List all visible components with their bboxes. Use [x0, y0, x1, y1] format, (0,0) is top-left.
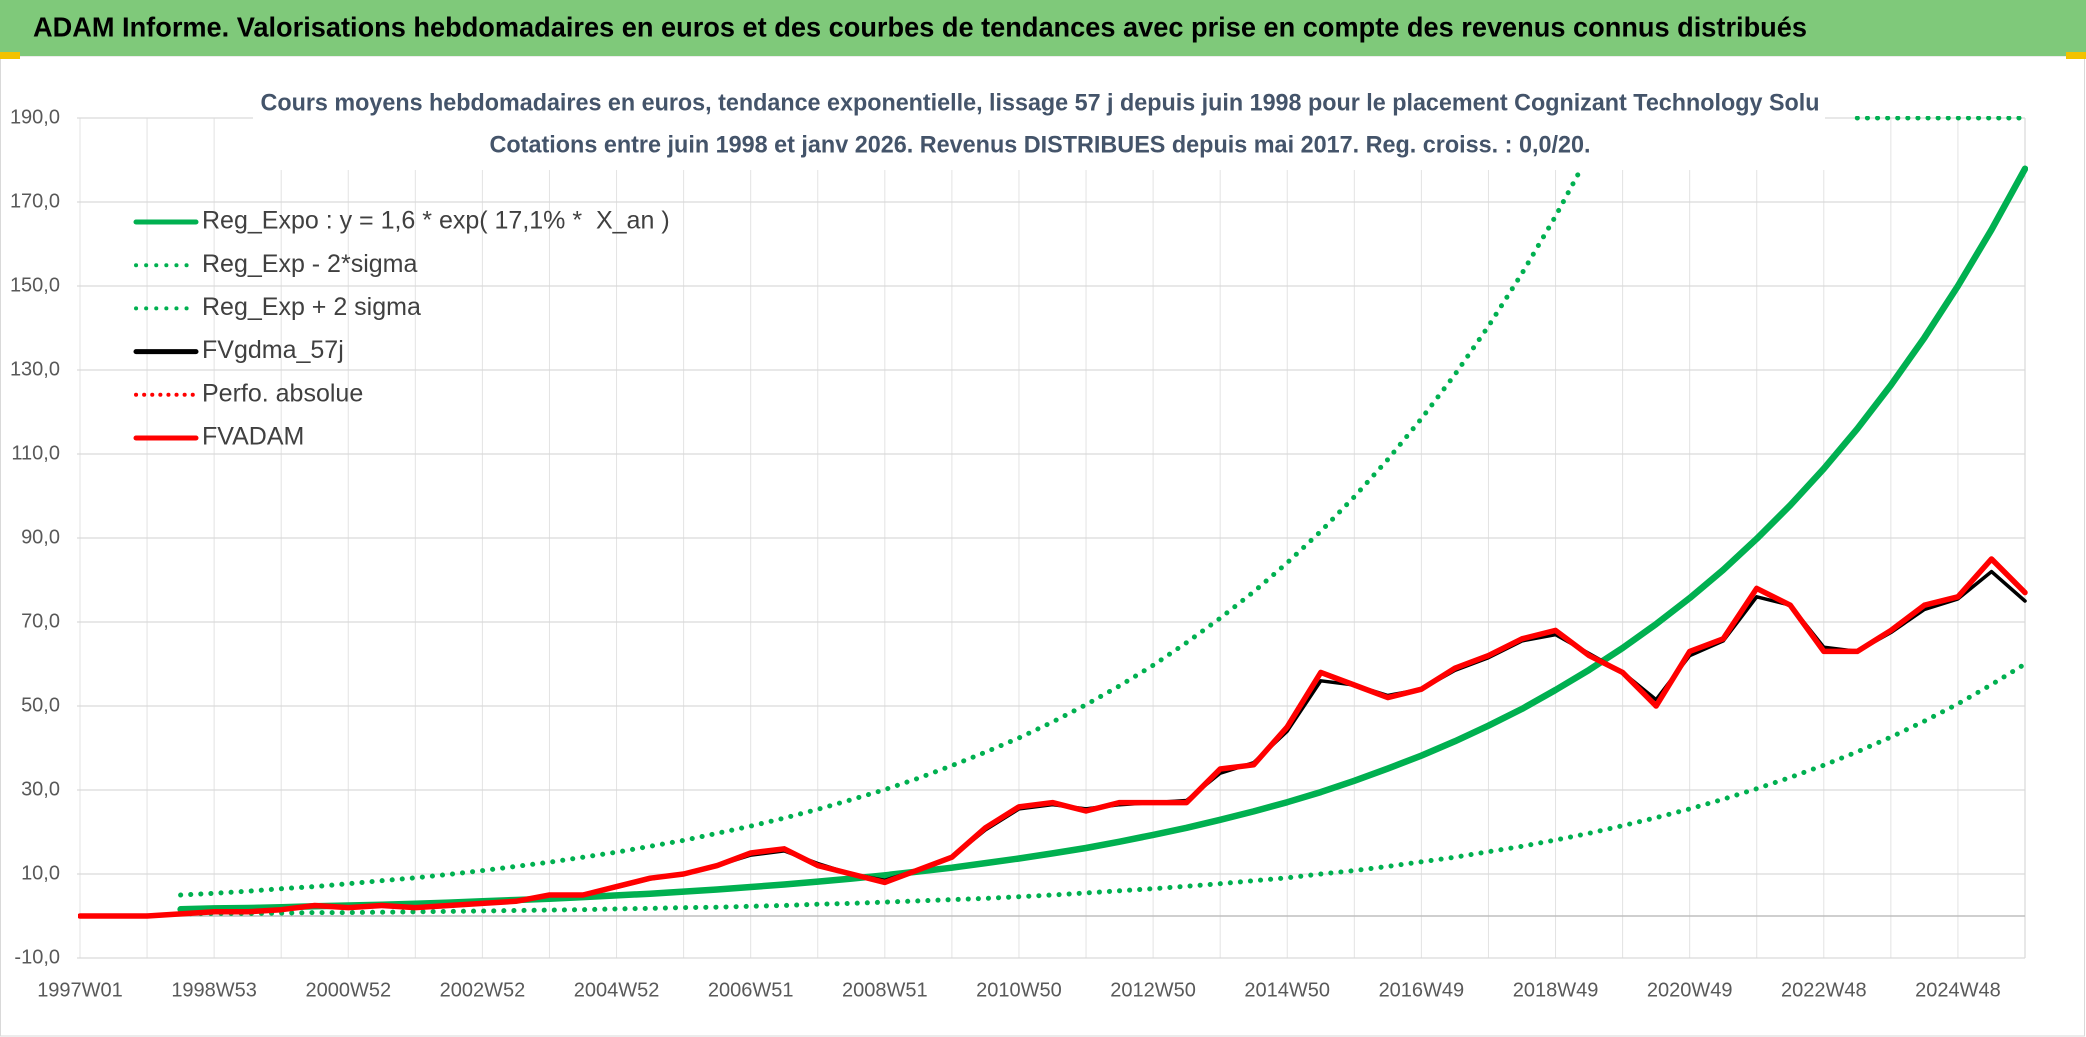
x-tick-label: 2004W52: [574, 979, 660, 1001]
grid: -10,0 10,0 30,0 50,0 70,0 90,0 110,0 130,0 150,0…: [10, 106, 2026, 1001]
x-tick-label: 2002W52: [440, 979, 526, 1001]
legend-label: FVADAM: [202, 423, 304, 451]
x-tick-label: 2024W48: [1915, 979, 2001, 1001]
series-line: [78, 556, 2028, 919]
x-tick-label: 2016W49: [1379, 979, 1465, 1001]
y-tick-label: 70,0: [21, 610, 60, 632]
legend-label: Reg_Exp - 2*sigma: [202, 250, 417, 278]
legend-label: Reg_Expo : y = 1,6 * exp( 17,1% * X_an ): [202, 207, 670, 235]
chart-subtitle: Cotations entre juin 1998 et janv 2026. …: [490, 131, 1591, 158]
x-tick-label: 2000W52: [305, 979, 391, 1001]
x-tick-label: 2012W50: [1110, 979, 1196, 1001]
series-line: [178, 151, 1592, 898]
legend-label: Perfo. absolue: [202, 379, 363, 407]
x-tick-label: 1997W01: [37, 979, 123, 1001]
y-tick-label: 170,0: [10, 190, 60, 212]
x-tick-label: 2006W51: [708, 979, 794, 1001]
chart-title: ADAM Informe. Valorisations hebdomadaire…: [33, 11, 1807, 42]
y-tick-label: 30,0: [21, 778, 60, 800]
series-line: [178, 661, 2028, 917]
x-tick-label: 1998W53: [171, 979, 257, 1001]
title-box: [253, 80, 1825, 170]
x-tick-label: 2014W50: [1244, 979, 1330, 1001]
y-tick-label: 110,0: [11, 442, 60, 464]
chart-subtitle: Cours moyens hebdomadaires en euros, ten…: [261, 89, 1820, 116]
series-layer: [78, 116, 2028, 919]
y-tick-label: -10,0: [14, 946, 60, 968]
x-tick-label: 2022W48: [1781, 979, 1867, 1001]
title-bar: [0, 0, 2086, 56]
y-tick-label: 130,0: [10, 358, 60, 380]
y-tick-label: 90,0: [21, 526, 60, 548]
y-tick-label: 10,0: [21, 862, 60, 884]
x-tick-label: 2008W51: [842, 979, 928, 1001]
x-tick-label: 2010W50: [976, 979, 1062, 1001]
corner: [0, 52, 20, 59]
legend: Reg_Expo : y = 1,6 * exp( 17,1% * X_an )…: [133, 207, 670, 451]
y-tick-label: 190,0: [10, 106, 60, 128]
legend-label: Reg_Exp + 2 sigma: [202, 293, 421, 321]
x-tick-label: 2018W49: [1513, 979, 1599, 1001]
x-tick-label: 2020W49: [1647, 979, 1733, 1001]
legend-label: FVgdma_57j: [202, 336, 344, 364]
corner: [2066, 52, 2086, 59]
y-tick-label: 150,0: [10, 274, 60, 296]
y-tick-label: 50,0: [21, 694, 60, 716]
